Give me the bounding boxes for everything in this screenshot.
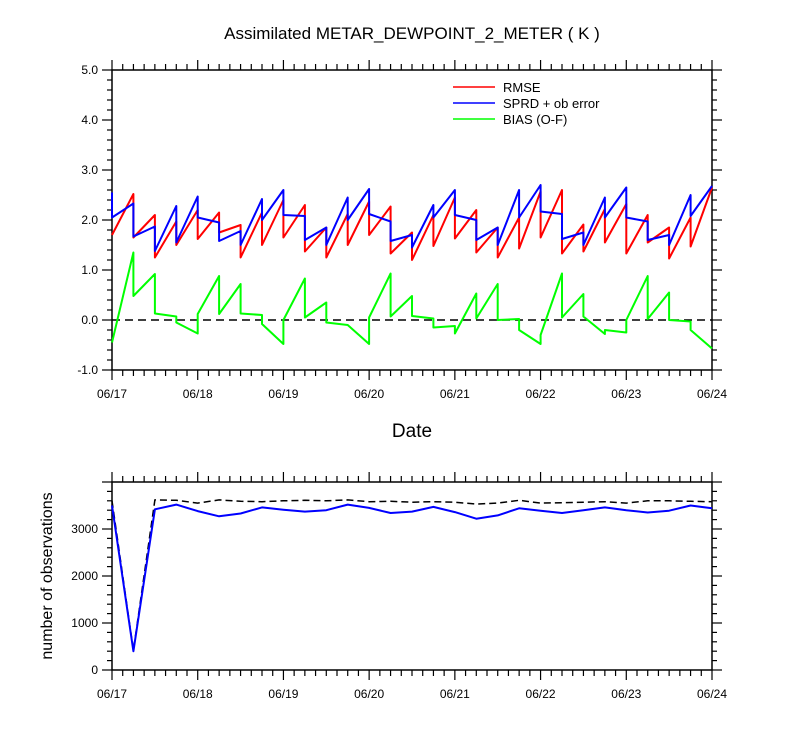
x-tick-label: 06/17: [97, 687, 127, 701]
y-tick-label: 3000: [71, 522, 98, 536]
y-tick-label: -1.0: [77, 363, 98, 377]
x-tick-label: 06/23: [611, 387, 641, 401]
y-tick-label: 5.0: [81, 63, 98, 77]
x-axis-label: Date: [392, 421, 432, 442]
y-tick-label: 1000: [71, 616, 98, 630]
bias-series-line: [111, 251, 713, 350]
y-tick-label: 4.0: [81, 113, 98, 127]
x-tick-label: 06/21: [440, 687, 470, 701]
y-tick-label: 2000: [71, 569, 98, 583]
chart-title: Assimilated METAR_DEWPOINT_2_METER ( K ): [224, 24, 600, 43]
x-tick-label: 06/17: [97, 387, 127, 401]
x-tick-label: 06/18: [183, 687, 213, 701]
x-tick-label: 06/18: [183, 387, 213, 401]
y-axis-label: number of observations: [39, 492, 56, 659]
x-tick-label: 06/23: [611, 687, 641, 701]
top-panel: 06/17 06/18 06/19 06/20 06/21 06/22 06/23 06/24…: [77, 24, 727, 442]
used-obs-line: [111, 503, 713, 653]
legend-label-bias: BIAS (O-F): [503, 112, 567, 127]
y-tick-label: 1.0: [81, 263, 98, 277]
y-tick-label: 3.0: [81, 163, 98, 177]
x-tick-label: 06/20: [354, 387, 384, 401]
possible-obs-line: [111, 499, 713, 652]
x-tick-label: 06/19: [268, 387, 298, 401]
x-tick-label: 06/21: [440, 387, 470, 401]
plot-frame: [111, 69, 713, 371]
x-tick-label: 06/24: [697, 387, 727, 401]
legend-label-sprd: SPRD + ob error: [503, 96, 600, 111]
legend-label-rmse: RMSE: [503, 80, 541, 95]
y-tick-label: 0.0: [81, 313, 98, 327]
y-tick-label: 0: [91, 663, 98, 677]
x-tick-label: 06/20: [354, 687, 384, 701]
x-tick-label: 06/19: [268, 687, 298, 701]
rmse-series-line: [111, 187, 713, 261]
x-tick-label: 06/22: [526, 687, 556, 701]
x-tick-label: 06/24: [697, 687, 727, 701]
bottom-panel: 06/17 06/18 06/19 06/20 06/21 06/22 06/23 06/24…: [39, 472, 727, 701]
y-tick-label: 2.0: [81, 213, 98, 227]
x-tick-label: 06/22: [526, 387, 556, 401]
sprd-series-line: [111, 184, 713, 252]
